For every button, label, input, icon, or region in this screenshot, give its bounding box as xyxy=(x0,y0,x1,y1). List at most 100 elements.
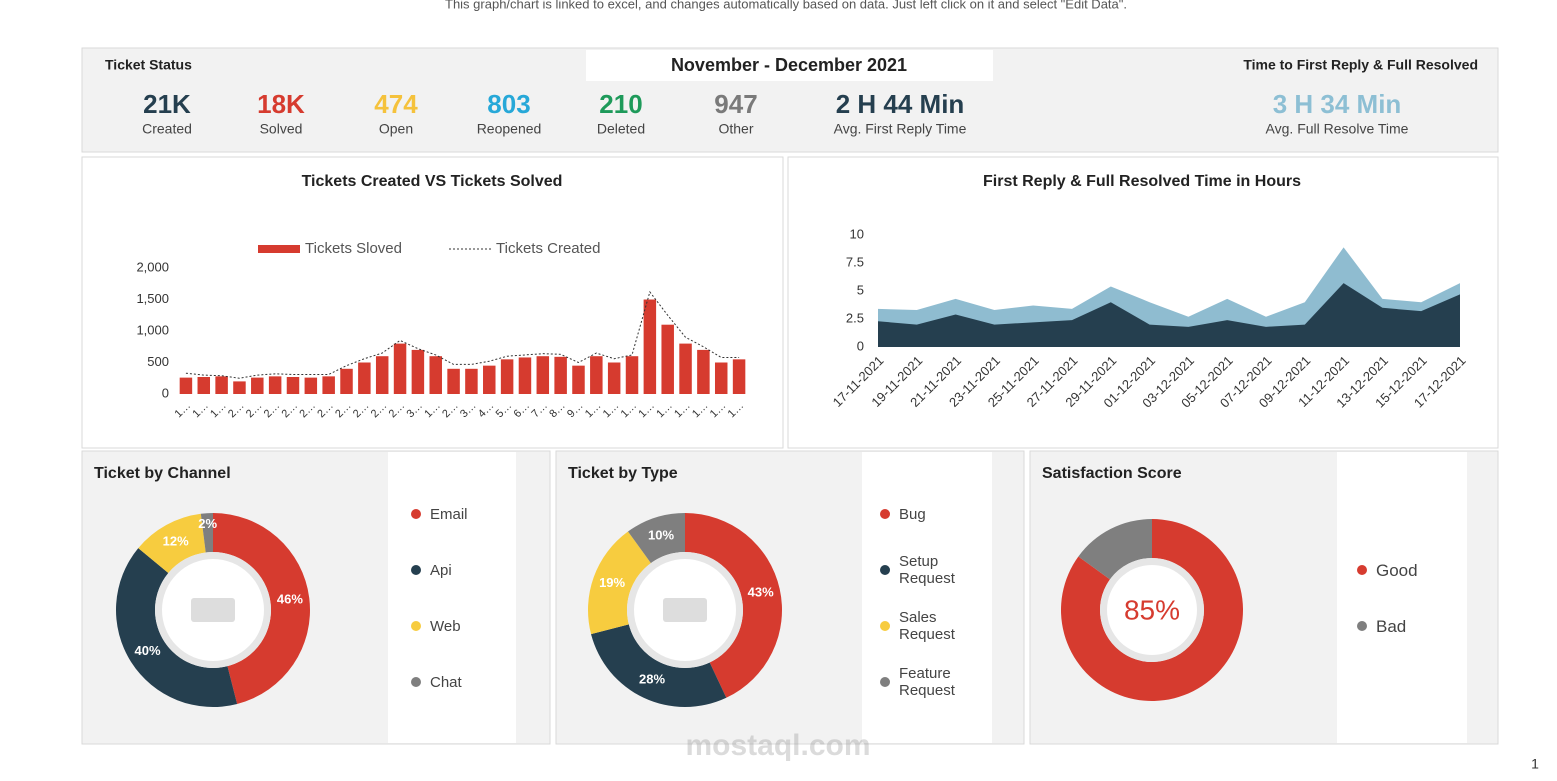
y-tick-label: 1,500 xyxy=(136,291,169,306)
legend-dot xyxy=(880,565,890,575)
y-tick-label: 1,000 xyxy=(136,322,169,337)
legend-label: Setup Request xyxy=(899,553,955,587)
period-box xyxy=(586,50,993,81)
data-label: 28% xyxy=(639,672,665,687)
bar xyxy=(286,376,300,394)
bar xyxy=(358,362,371,394)
chart-title: Satisfaction Score xyxy=(1042,465,1182,482)
bar xyxy=(607,362,621,394)
legend-box: Bug xyxy=(899,505,926,523)
note: This graph/chart is linked to excel, and… xyxy=(445,0,1127,11)
y-tick-label: 0 xyxy=(857,338,864,353)
chart-title: Ticket by Type xyxy=(568,465,678,482)
data-label: 43% xyxy=(748,585,774,600)
legend-dot xyxy=(411,621,421,631)
bar xyxy=(340,368,353,394)
legend-box: Sales Request xyxy=(899,609,955,643)
legend-label: Api xyxy=(430,561,452,579)
bar xyxy=(714,362,728,394)
chart-title: Tickets Created VS Tickets Solved xyxy=(302,173,563,190)
bar xyxy=(679,343,692,394)
legend-label: Bad xyxy=(1376,616,1407,636)
legend-dot xyxy=(411,565,421,575)
bar xyxy=(572,365,585,394)
period: November - December 2021 xyxy=(671,55,907,75)
donut-slice xyxy=(591,624,727,707)
legend-dot xyxy=(1357,565,1367,575)
legend-label: Tickets Created xyxy=(496,240,600,257)
center-label: 85% xyxy=(1124,594,1180,625)
legend-label: Web xyxy=(430,617,461,635)
data-label: 40% xyxy=(135,643,161,658)
legend-label: Sales Request xyxy=(899,609,955,643)
donut-slice xyxy=(685,513,782,698)
bar xyxy=(447,368,460,394)
y-tick-label: 0 xyxy=(162,385,169,400)
bar xyxy=(554,356,567,394)
bar xyxy=(643,299,657,394)
legend-label: Email xyxy=(430,505,468,523)
legend-box: Bad xyxy=(1376,616,1407,636)
bar xyxy=(268,376,282,394)
bar xyxy=(590,356,603,394)
legend-dot xyxy=(880,621,890,631)
donut-slice xyxy=(138,513,206,574)
legend-dot xyxy=(880,677,890,687)
kpi-value: 210 xyxy=(599,89,642,119)
line xyxy=(185,290,740,379)
legend-box: Email xyxy=(430,505,468,523)
bar xyxy=(215,376,228,394)
kpi-value: 21K xyxy=(143,89,191,119)
y-tick-label: 500 xyxy=(147,354,169,369)
bar xyxy=(375,356,389,394)
kpi-value: 2 H 44 Min xyxy=(836,89,965,119)
data-label: 19% xyxy=(599,575,625,590)
donut-center xyxy=(1107,565,1197,655)
bar xyxy=(429,356,442,394)
y-tick-label: 10 xyxy=(850,226,864,241)
page-number: 1 xyxy=(1531,756,1539,772)
legend-dot xyxy=(411,677,421,687)
data-label: 10% xyxy=(648,528,674,543)
legend-label: Good xyxy=(1376,560,1418,580)
kpi-label: Other xyxy=(718,121,753,137)
legend-box: Good xyxy=(1376,560,1418,580)
legend-label: Bug xyxy=(899,505,926,523)
donut-slice xyxy=(213,513,310,704)
bar xyxy=(465,368,478,394)
y-tick-label: 7.5 xyxy=(846,254,864,269)
legend-label: Tickets Sloved xyxy=(305,240,402,257)
center-icon xyxy=(191,598,235,622)
legend-dot xyxy=(1357,621,1367,631)
kpi-value: 3 H 34 Min xyxy=(1273,89,1402,119)
bar xyxy=(179,377,193,394)
legend-dot xyxy=(880,509,890,519)
donut-slice xyxy=(587,531,651,635)
bar xyxy=(661,324,674,394)
kpi-value: 803 xyxy=(487,89,530,119)
legend-box: Web xyxy=(430,617,461,635)
kpi-value: 474 xyxy=(374,89,418,119)
status-title: Ticket Status xyxy=(105,57,192,73)
bar xyxy=(732,359,746,394)
legend-box: Setup Request xyxy=(899,553,955,587)
bar xyxy=(393,343,407,394)
legend-bg xyxy=(1337,452,1467,743)
bar xyxy=(697,349,710,394)
area xyxy=(878,283,1460,347)
legend-swatch xyxy=(258,245,300,253)
data-label: 12% xyxy=(163,534,189,549)
donut-slice xyxy=(1061,519,1243,701)
legend-dot xyxy=(411,509,421,519)
data-label: 46% xyxy=(277,592,303,607)
legend-label: Chat xyxy=(430,673,462,691)
y-tick-label: 5 xyxy=(857,282,864,297)
chart-title: First Reply & Full Resolved Time in Hour… xyxy=(983,173,1301,190)
kpi-value: 947 xyxy=(714,89,757,119)
data-label: 2% xyxy=(198,516,217,531)
kpi-label: Avg. First Reply Time xyxy=(834,121,967,137)
kpi-label: Reopened xyxy=(477,121,542,137)
kpi-label: Deleted xyxy=(597,121,645,137)
bar-panel xyxy=(81,156,784,449)
